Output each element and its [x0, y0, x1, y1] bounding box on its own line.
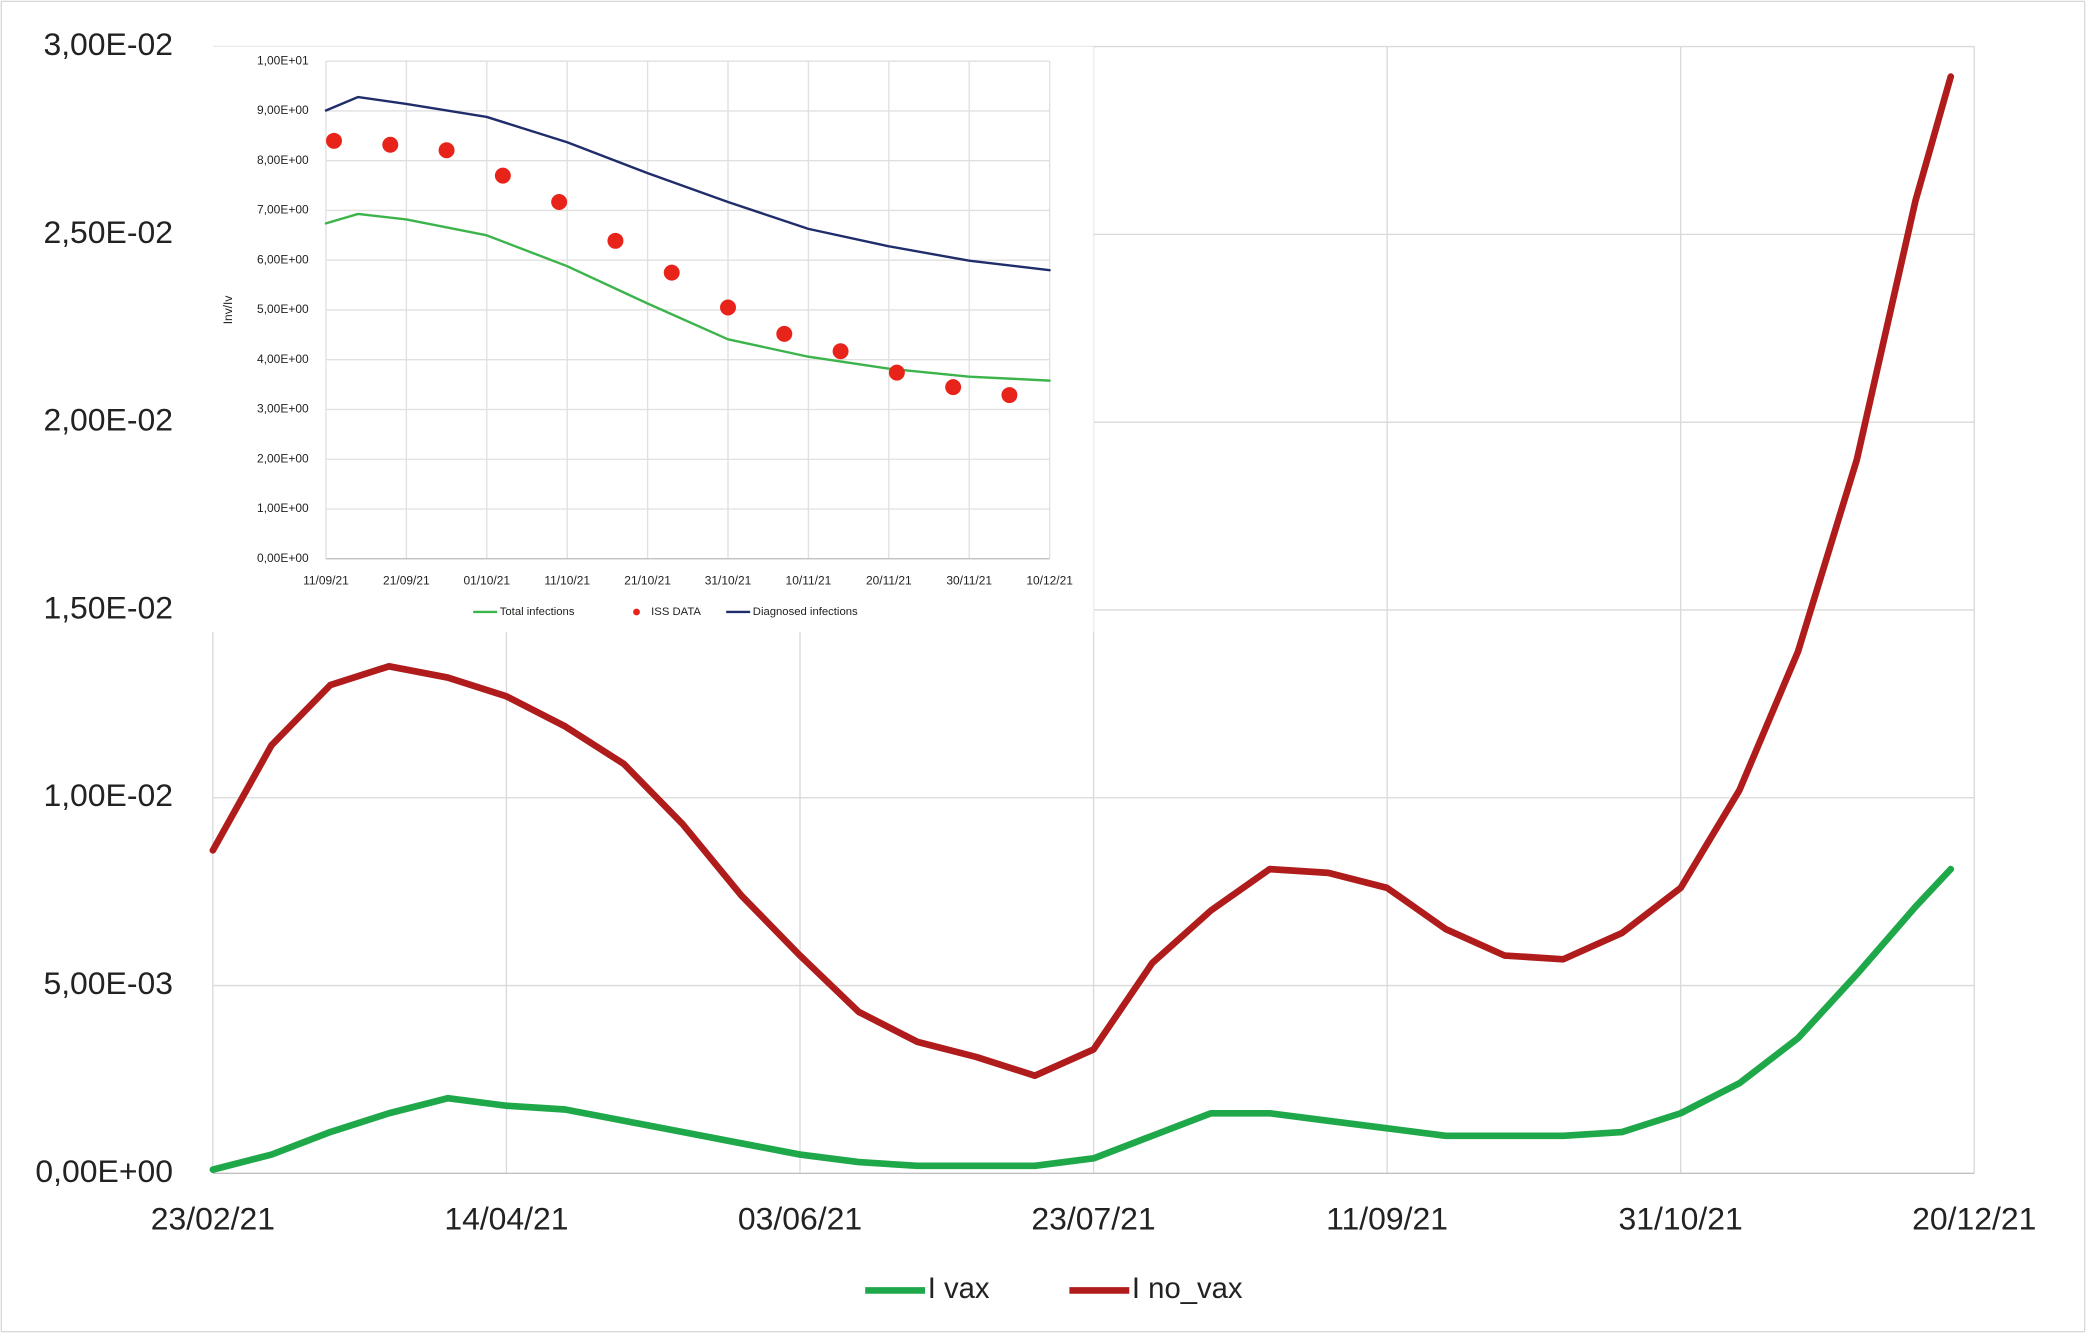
y-tick-label: 4,00E+00: [257, 352, 309, 366]
x-tick-label: 10/12/21: [1026, 574, 1073, 588]
x-tick-label: 14/04/21: [444, 1201, 568, 1237]
x-tick-label: 23/02/21: [151, 1201, 275, 1237]
y-tick-label: 5,00E+00: [257, 302, 309, 316]
data-point: [607, 232, 624, 249]
y-tick-label: 5,00E-03: [43, 965, 173, 1001]
series-line: [324, 95, 1051, 272]
y-axis-label: Inv/Iv: [221, 296, 235, 325]
x-tick-label: 31/10/21: [1619, 1201, 1743, 1237]
y-tick-label: 7,00E+00: [257, 203, 309, 217]
data-point: [720, 299, 736, 316]
legend-label: I vax: [928, 1273, 990, 1305]
data-point: [326, 132, 342, 149]
series-line: [324, 212, 1051, 382]
y-tick-label: 2,00E-02: [43, 402, 173, 438]
data-point: [888, 364, 905, 381]
series-line: [209, 865, 1955, 1173]
x-tick-label: 23/07/21: [1031, 1201, 1155, 1237]
y-tick-label: 2,00E+00: [257, 451, 309, 465]
y-tick-label: 8,00E+00: [257, 153, 309, 167]
x-tick-label: 20/11/21: [866, 574, 912, 588]
y-tick-label: 6,00E+00: [257, 252, 309, 266]
x-tick-label: 11/09/21: [303, 574, 349, 588]
x-tick-label: 03/06/21: [738, 1201, 862, 1237]
data-point: [832, 343, 849, 360]
y-tick-label: 1,00E+00: [257, 501, 309, 515]
x-tick-label: 31/10/21: [705, 574, 752, 588]
data-point: [382, 136, 399, 153]
x-tick-label: 21/10/21: [624, 574, 671, 588]
x-tick-label: 11/09/21: [1326, 1201, 1448, 1237]
y-tick-label: 2,50E-02: [43, 214, 173, 250]
y-tick-label: 3,00E-02: [43, 26, 173, 62]
data-point: [438, 142, 455, 159]
y-tick-label: 0,00E+00: [35, 1153, 173, 1189]
data-point: [663, 264, 680, 281]
x-tick-label: 21/09/21: [383, 574, 430, 588]
y-tick-label: 9,00E+00: [257, 103, 309, 117]
x-tick-label: 30/11/21: [946, 574, 992, 588]
y-tick-label: 1,50E-02: [43, 589, 173, 625]
legend-label: I no_vax: [1132, 1273, 1243, 1305]
data-point: [945, 379, 962, 396]
y-tick-label: 1,00E+01: [257, 53, 309, 67]
legend-label: ISS DATA: [651, 606, 701, 618]
inset-background: [196, 46, 1094, 632]
y-tick-label: 0,00E+00: [257, 551, 309, 565]
y-tick-label: 3,00E+00: [257, 402, 309, 416]
data-point: [494, 167, 511, 184]
legend-label: Total infections: [500, 606, 575, 618]
data-point: [1001, 387, 1018, 404]
series-line: [209, 73, 1955, 1080]
legend-label: Diagnosed infections: [753, 606, 858, 618]
x-tick-label: 01/10/21: [463, 574, 510, 588]
y-tick-label: 1,00E-02: [43, 777, 173, 813]
legend-marker: [633, 608, 640, 616]
data-point: [551, 194, 568, 210]
data-point: [776, 325, 793, 342]
x-tick-label: 11/10/21: [544, 574, 590, 588]
inset-chart: 0,00E+00 1,00E+00 2,00E+00 3,00E+00 4,00E+00…: [221, 53, 1073, 618]
x-tick-label: 20/12/21: [1912, 1201, 2036, 1237]
x-tick-label: 10/11/21: [786, 574, 832, 588]
